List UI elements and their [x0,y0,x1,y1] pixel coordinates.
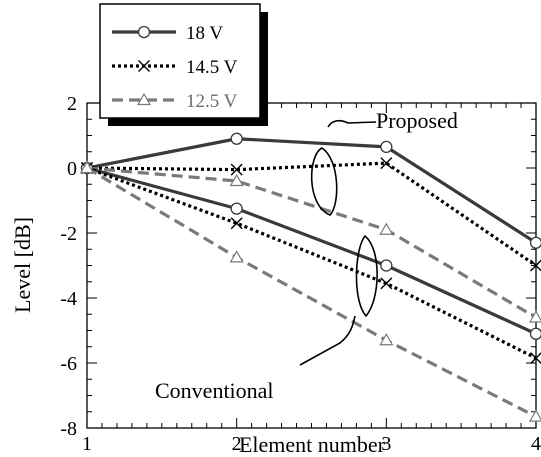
legend: 18 V 14.5 V 12.5 V [99,3,268,126]
axis-ticks [86,102,537,429]
legend-label: 12.5 V [186,91,238,112]
proposed-leader [327,119,377,128]
proposed-annotation: Proposed [310,108,458,216]
x-tick-label: 2 [232,433,242,455]
triangle-marker [379,222,394,235]
x-marker [530,352,541,365]
y-tick-label: 0 [67,158,77,180]
proposed-label: Proposed [376,108,458,133]
y-tick-label: -8 [60,418,77,440]
y-tick-label: -6 [60,353,77,375]
series-line [87,161,536,267]
x-marker [230,217,243,230]
circle-marker [380,140,393,154]
conventional-label: Conventional [155,378,274,403]
y-tick-label: -4 [60,288,77,310]
triangle-marker [528,409,541,422]
x-marker [380,157,393,170]
x-marker [380,277,393,290]
x-marker [530,259,541,272]
circle-marker [529,327,541,340]
series-line [87,137,536,245]
x-marker [230,163,243,176]
series-line [87,166,536,419]
y-tick-label: -2 [60,223,77,245]
triangle-marker [528,310,541,323]
series-line [87,166,536,319]
conventional-leader [299,315,356,366]
triangle-marker [379,333,394,346]
series-line [87,166,536,336]
y-tick-label: 2 [67,93,77,115]
triangle-marker [229,173,244,187]
circle-marker [230,202,243,215]
legend-box [99,3,261,119]
y-axis-label: Level [dB] [10,217,35,313]
x-tick-label: 4 [531,433,541,455]
circle-marker [230,132,243,145]
circle-marker [380,259,393,272]
series-markers [79,132,541,422]
circle-marker [137,25,151,39]
proposed-brace [310,147,338,216]
y-tick-labels: 2 0 -2 -4 -6 -8 [60,93,77,440]
series-lines [87,137,536,419]
x-tick-label: 3 [381,433,391,455]
conventional-annotation: Conventional [155,234,378,403]
x-tick-label: 1 [82,433,92,455]
triangle-marker [79,160,95,174]
circle-marker [529,236,541,249]
triangle-marker [229,250,244,263]
series-line [87,166,536,360]
x-tick-labels: 1 2 3 4 [82,433,541,455]
x-axis-label: Element number [239,432,386,457]
legend-label: 14.5 V [186,57,238,78]
triangle-marker [136,92,152,106]
legend-label: 18 V [186,23,223,44]
x-marker [138,60,150,72]
conventional-brace [355,234,378,318]
